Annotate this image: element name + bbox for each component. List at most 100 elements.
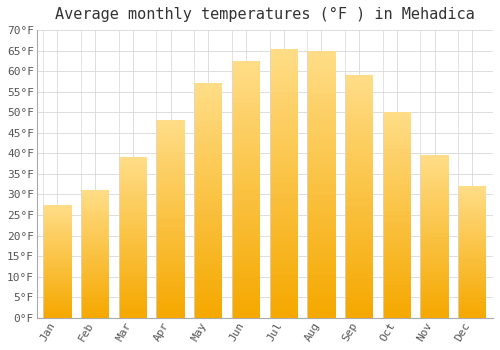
- Bar: [458, 304, 486, 307]
- Bar: [156, 125, 184, 128]
- Bar: [420, 275, 448, 279]
- Bar: [194, 201, 222, 205]
- Bar: [194, 261, 222, 266]
- Bar: [156, 199, 184, 203]
- Bar: [232, 189, 260, 195]
- Bar: [270, 92, 298, 97]
- Bar: [156, 239, 184, 243]
- Bar: [118, 174, 147, 177]
- Bar: [308, 248, 336, 254]
- Bar: [382, 309, 411, 314]
- Bar: [382, 228, 411, 231]
- Bar: [270, 242, 298, 248]
- Bar: [81, 272, 110, 274]
- Bar: [308, 184, 336, 189]
- Bar: [81, 285, 110, 287]
- Bar: [232, 82, 260, 86]
- Bar: [44, 254, 72, 257]
- Bar: [194, 215, 222, 219]
- Bar: [308, 211, 336, 216]
- Bar: [44, 293, 72, 295]
- Bar: [270, 81, 298, 86]
- Bar: [458, 186, 486, 189]
- Bar: [44, 245, 72, 248]
- Bar: [308, 88, 336, 93]
- Bar: [308, 51, 336, 56]
- Bar: [345, 240, 374, 245]
- Bar: [308, 296, 336, 302]
- Bar: [81, 259, 110, 262]
- Bar: [345, 109, 374, 114]
- Bar: [458, 262, 486, 265]
- Bar: [270, 173, 298, 178]
- Bar: [194, 233, 222, 238]
- Bar: [382, 236, 411, 240]
- Bar: [382, 116, 411, 120]
- Bar: [194, 187, 222, 191]
- Bar: [458, 194, 486, 197]
- Bar: [118, 270, 147, 273]
- Bar: [232, 215, 260, 220]
- Bar: [156, 254, 184, 259]
- Bar: [44, 313, 72, 315]
- Bar: [458, 220, 486, 223]
- Bar: [81, 257, 110, 259]
- Bar: [270, 194, 298, 199]
- Bar: [232, 102, 260, 107]
- Bar: [345, 192, 374, 196]
- Bar: [420, 168, 448, 172]
- Bar: [382, 264, 411, 268]
- Bar: [156, 278, 184, 282]
- Bar: [232, 179, 260, 184]
- Bar: [232, 276, 260, 282]
- Bar: [81, 241, 110, 244]
- Bar: [118, 244, 147, 247]
- Bar: [458, 231, 486, 233]
- Bar: [118, 247, 147, 251]
- Bar: [156, 259, 184, 262]
- Bar: [345, 90, 374, 94]
- Bar: [118, 257, 147, 260]
- Bar: [345, 245, 374, 250]
- Bar: [81, 302, 110, 305]
- Bar: [382, 112, 411, 116]
- Bar: [308, 147, 336, 152]
- Bar: [458, 233, 486, 236]
- Bar: [270, 49, 298, 54]
- Bar: [420, 172, 448, 175]
- Bar: [81, 231, 110, 234]
- Bar: [81, 310, 110, 313]
- Bar: [44, 209, 72, 211]
- Bar: [194, 168, 222, 173]
- Bar: [345, 221, 374, 226]
- Bar: [81, 198, 110, 201]
- Bar: [44, 309, 72, 311]
- Bar: [345, 143, 374, 148]
- Bar: [308, 264, 336, 270]
- Bar: [420, 175, 448, 178]
- Bar: [420, 165, 448, 168]
- Bar: [458, 236, 486, 239]
- Bar: [194, 205, 222, 210]
- Bar: [194, 177, 222, 182]
- Bar: [420, 269, 448, 272]
- Bar: [382, 231, 411, 236]
- Bar: [194, 98, 222, 102]
- Bar: [232, 236, 260, 241]
- Bar: [44, 250, 72, 252]
- Bar: [308, 115, 336, 120]
- Bar: [232, 230, 260, 236]
- Bar: [118, 199, 147, 202]
- Bar: [194, 285, 222, 290]
- Bar: [345, 269, 374, 274]
- Bar: [458, 254, 486, 257]
- Bar: [118, 158, 147, 161]
- Bar: [270, 124, 298, 129]
- Bar: [156, 172, 184, 176]
- Bar: [345, 75, 374, 80]
- Bar: [382, 178, 411, 182]
- Bar: [232, 210, 260, 215]
- Bar: [44, 220, 72, 223]
- Bar: [118, 279, 147, 282]
- Bar: [458, 191, 486, 194]
